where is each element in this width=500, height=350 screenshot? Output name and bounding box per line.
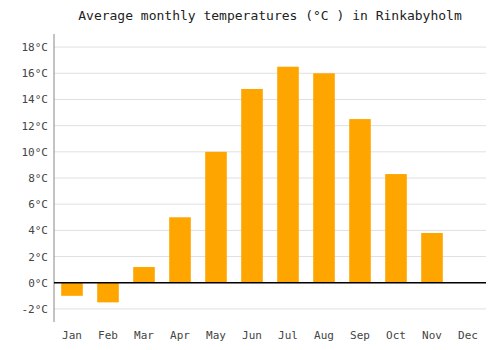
y-tick-label: 8°C — [28, 172, 48, 185]
grid-line — [54, 178, 486, 179]
y-tick-label: 0°C — [28, 277, 48, 290]
grid-line — [54, 125, 486, 126]
bar — [241, 89, 263, 283]
y-tick-label: 12°C — [22, 120, 49, 133]
chart-container: Average monthly temperatures (°C ) in Ri… — [0, 0, 500, 350]
x-tick-label: Sep — [350, 329, 370, 342]
y-tick-label: 14°C — [22, 93, 49, 106]
x-tick-label: Aug — [314, 329, 334, 342]
grid-line — [54, 230, 486, 231]
bar — [421, 233, 443, 283]
x-tick-label: Mar — [134, 329, 154, 342]
x-tick-label: Jan — [62, 329, 82, 342]
x-tick-label: Feb — [98, 329, 118, 342]
grid-line — [54, 47, 486, 48]
x-tick-label: May — [206, 329, 226, 342]
bar — [205, 152, 227, 283]
zero-line — [54, 282, 486, 284]
y-tick-label: -2°C — [22, 303, 49, 316]
bar — [349, 119, 371, 283]
bars — [61, 67, 443, 303]
grid-line — [54, 282, 486, 283]
y-tick-label: 2°C — [28, 251, 48, 264]
grid-line — [54, 73, 486, 74]
y-tick-label: 6°C — [28, 198, 48, 211]
title: Average monthly temperatures (°C ) in Ri… — [78, 8, 462, 23]
grid-line — [54, 151, 486, 152]
y-axis: -2°C 0°C 2°C 4°C 6°C 8°C 10°C 12°C 14°C 16°C 18°C — [22, 34, 55, 322]
bar — [277, 67, 299, 283]
bar — [169, 217, 191, 282]
y-axis-line — [54, 34, 55, 322]
bar — [133, 267, 155, 283]
y-tick-label: 18°C — [22, 41, 49, 54]
grid-line — [54, 308, 486, 309]
bar — [385, 174, 407, 283]
y-tick-label: 4°C — [28, 224, 48, 237]
x-tick-label: Dec — [458, 329, 478, 342]
bar — [313, 73, 335, 282]
x-tick-label: Nov — [422, 329, 442, 342]
bar — [61, 283, 83, 296]
bar — [97, 283, 119, 303]
y-tick-label: 10°C — [22, 146, 49, 159]
grid-line — [54, 99, 486, 100]
y-tick-label: 16°C — [22, 67, 49, 80]
grid-line — [54, 204, 486, 205]
x-tick-label: Jul — [278, 329, 298, 342]
x-tick-label: Oct — [386, 329, 406, 342]
x-axis: Jan Feb Mar Apr May Jun Jul Aug Sep Oct Nov Dec — [62, 329, 478, 342]
chart: Average monthly temperatures (°C ) in Ri… — [0, 0, 500, 350]
x-tick-label: Apr — [170, 329, 190, 342]
grid — [54, 47, 486, 309]
x-tick-label: Jun — [242, 329, 262, 342]
